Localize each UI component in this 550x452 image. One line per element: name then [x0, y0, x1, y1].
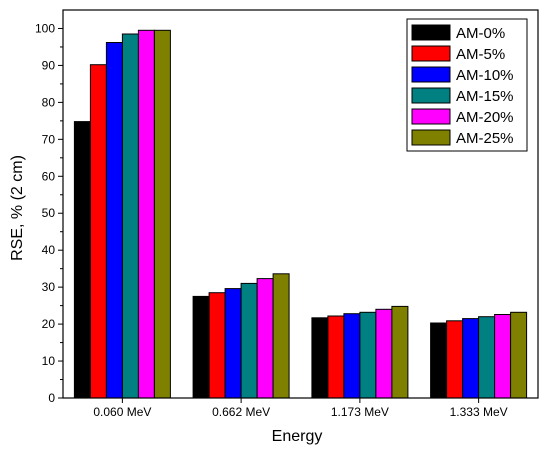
bar-am-25pct-2 — [391, 305, 409, 399]
bar-am-20pct-0 — [137, 29, 155, 399]
x-tick-label: 1.173 MeV — [331, 405, 389, 419]
bar-am-10pct-3 — [462, 318, 480, 399]
bar-am-25pct-0 — [153, 29, 171, 399]
bar-am-0pct-1 — [192, 295, 210, 399]
legend-label: AM-20% — [456, 109, 514, 126]
x-axis-title: Energy — [272, 428, 323, 445]
plot-frame — [62, 9, 539, 399]
bar-am-0pct-0 — [73, 121, 91, 399]
bar-am-10pct-2 — [343, 313, 361, 399]
legend-swatch — [411, 66, 451, 83]
legend-label: AM-0% — [456, 25, 505, 42]
y-tick-label: 50 — [42, 206, 56, 220]
legend-swatch — [411, 24, 451, 41]
legend-box — [406, 18, 528, 152]
y-tick-label: 60 — [42, 169, 56, 183]
y-tick-label: 0 — [48, 391, 55, 405]
legend-label: AM-5% — [456, 46, 505, 63]
legend-label: AM-25% — [456, 130, 514, 147]
y-tick-label: 20 — [42, 317, 56, 331]
y-tick-label: 90 — [42, 58, 56, 72]
bar-am-10pct-0 — [105, 42, 123, 399]
legend-swatch — [411, 87, 451, 104]
bar-am-0pct-2 — [311, 317, 329, 399]
bar-am-15pct-2 — [359, 311, 377, 399]
legend-label: AM-10% — [456, 67, 514, 84]
chart-marks: 0.060 MeV 0.662 MeV 1.173 MeV 1.333 MeV 0 10 2… — [35, 9, 539, 419]
bar-am-5pct-3 — [446, 320, 464, 399]
y-tick-label: 30 — [42, 280, 56, 294]
bar-am-5pct-1 — [208, 292, 226, 399]
x-tick-label: 0.662 MeV — [212, 405, 270, 419]
bar-am-5pct-2 — [327, 315, 345, 399]
y-tick-label: 80 — [42, 95, 56, 109]
legend-swatch — [411, 45, 451, 62]
legend-swatch — [411, 129, 451, 146]
y-tick-label: 100 — [35, 21, 55, 35]
bar-am-15pct-3 — [478, 316, 496, 399]
legend-label: AM-15% — [456, 88, 514, 105]
bar-am-15pct-0 — [121, 33, 139, 399]
bar-am-0pct-3 — [430, 322, 448, 399]
bar-am-10pct-1 — [224, 288, 242, 399]
y-axis-title: RSE, % (2 cm) — [9, 155, 26, 261]
bar-am-20pct-3 — [494, 314, 512, 399]
y-tick-label: 40 — [42, 243, 56, 257]
bar-am-5pct-0 — [89, 64, 107, 399]
x-tick-label: 0.060 MeV — [93, 405, 151, 419]
bar-am-25pct-3 — [510, 311, 528, 399]
bar-am-25pct-1 — [272, 273, 290, 399]
bar-am-15pct-1 — [240, 282, 258, 399]
y-tick-label: 10 — [42, 354, 56, 368]
bar-am-20pct-1 — [256, 278, 274, 399]
x-tick-label: 1.333 MeV — [450, 405, 508, 419]
legend-swatch — [411, 108, 451, 125]
y-tick-label: 70 — [42, 132, 56, 146]
bar-am-20pct-2 — [375, 308, 393, 399]
